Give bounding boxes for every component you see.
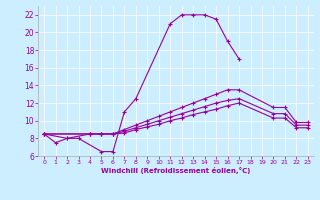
- X-axis label: Windchill (Refroidissement éolien,°C): Windchill (Refroidissement éolien,°C): [101, 167, 251, 174]
